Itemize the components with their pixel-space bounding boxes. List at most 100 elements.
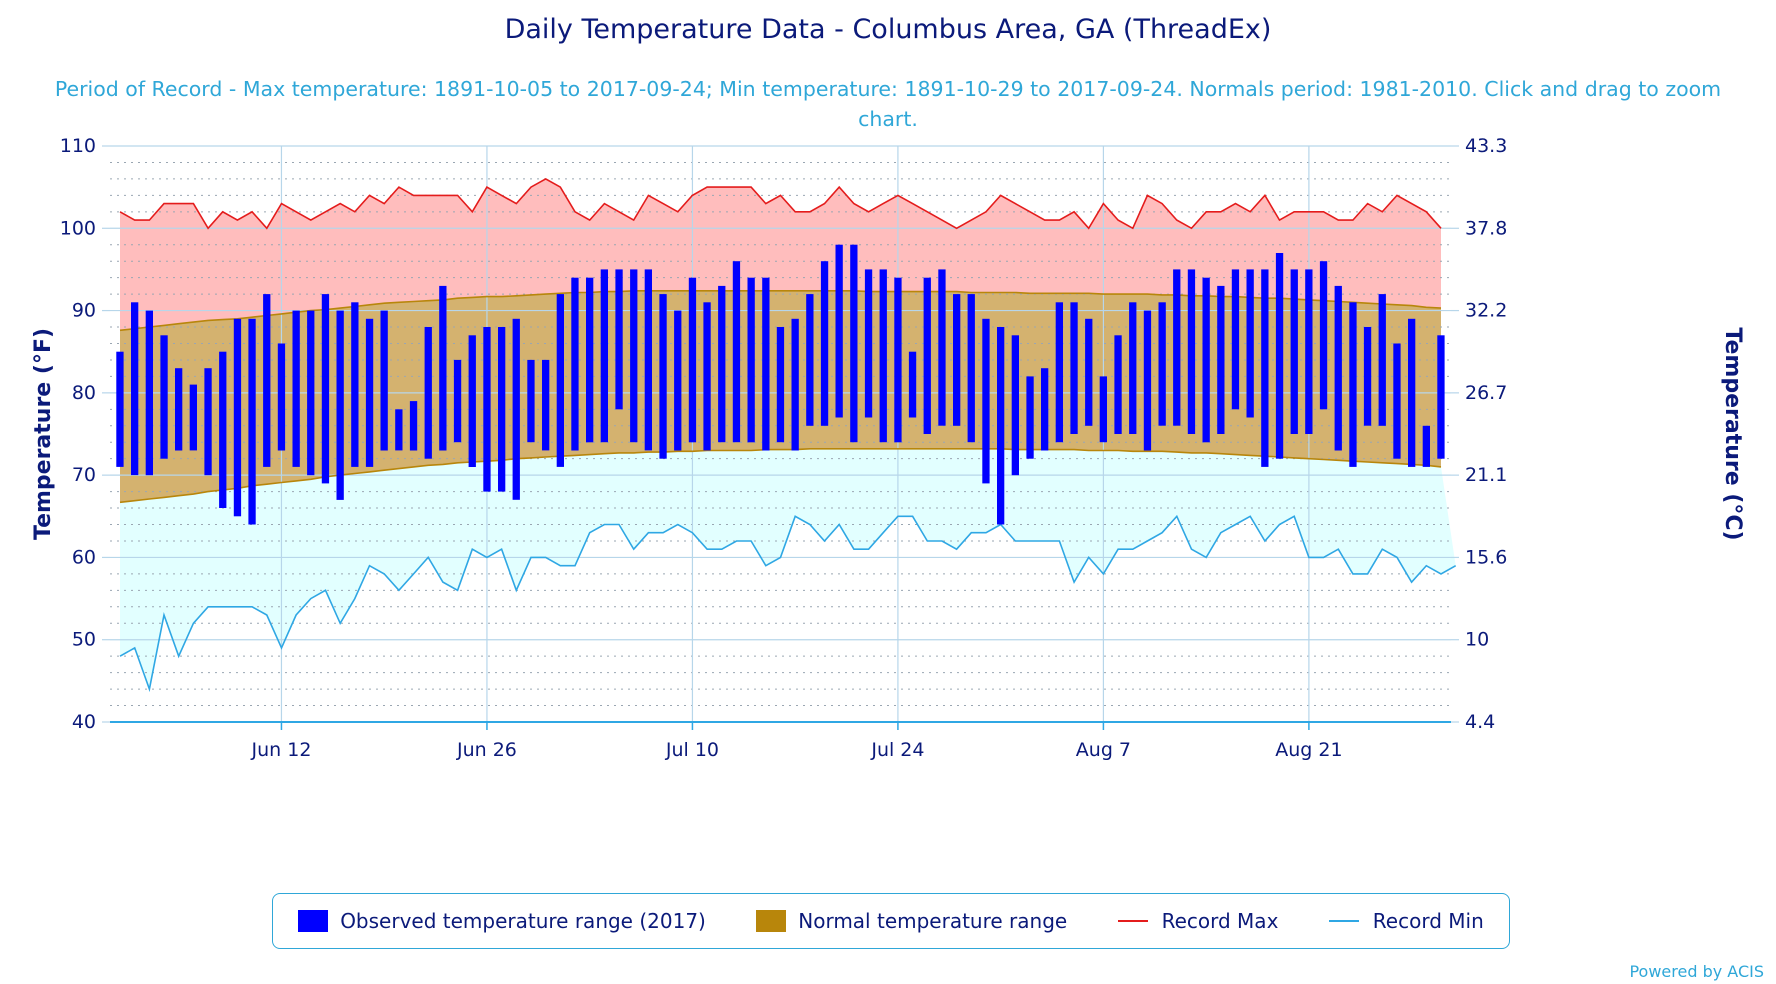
y-tick-label-left: 60 xyxy=(72,546,96,568)
axes: 40 4.4 50 10 60 15.6 70 21.1 80 26.7 90 32.2 100 37.8… xyxy=(60,135,1508,761)
observed-bar xyxy=(1202,277,1210,443)
observed-bar xyxy=(145,310,153,476)
observed-bar xyxy=(894,277,902,443)
observed-bar xyxy=(160,335,168,459)
x-tick-label: Aug 7 xyxy=(1076,739,1131,761)
x-tick-label: Jul 10 xyxy=(665,739,719,761)
observed-bar xyxy=(1099,376,1107,443)
observed-bar xyxy=(630,269,638,443)
legend-item-record-max[interactable]: Record Max xyxy=(1117,909,1278,933)
observed-bar xyxy=(365,318,374,467)
x-tick-label: Aug 21 xyxy=(1275,739,1342,761)
record-max-line xyxy=(119,177,1442,230)
observed-bar xyxy=(1158,302,1166,426)
observed-bar xyxy=(380,310,388,451)
observed-bar xyxy=(542,359,550,451)
observed-bar xyxy=(248,318,256,525)
legend-swatch-observed xyxy=(298,910,329,932)
observed-bar xyxy=(820,261,829,426)
observed-bar xyxy=(923,277,931,434)
y-tick-label-right: 43.3 xyxy=(1465,135,1507,157)
observed-bar xyxy=(850,244,858,443)
observed-bar xyxy=(351,302,359,467)
observed-bar xyxy=(263,294,271,467)
observed-bar xyxy=(1231,269,1240,410)
chart-legend: Observed temperature range (2017) Normal… xyxy=(272,893,1510,949)
observed-bar xyxy=(864,269,873,418)
y-tick-label-left: 70 xyxy=(72,464,96,486)
observed-bar xyxy=(1363,327,1372,426)
observed-bar xyxy=(468,335,476,467)
legend-line-record-max xyxy=(1117,920,1148,922)
chart-subtitle: Period of Record - Max temperature: 1891… xyxy=(54,77,1722,131)
observed-bar xyxy=(1275,253,1284,459)
x-tick-label: Jun 12 xyxy=(251,739,312,761)
observed-bar xyxy=(747,277,755,443)
observed-bar xyxy=(967,294,975,443)
observed-bar xyxy=(571,277,579,451)
legend-item-normal[interactable]: Normal temperature range xyxy=(756,909,1067,933)
observed-bar xyxy=(718,285,726,443)
record-min-line xyxy=(119,514,1457,693)
observed-bar xyxy=(439,285,447,451)
observed-bar xyxy=(1143,310,1152,451)
y-tick-label-left: 80 xyxy=(72,382,96,404)
observed-bar xyxy=(512,318,520,500)
observed-bar xyxy=(175,368,183,451)
y-tick-label-left: 40 xyxy=(72,711,96,733)
observed-bar xyxy=(1378,294,1386,426)
y-tick-label-left: 110 xyxy=(60,135,96,157)
observed-bar xyxy=(644,269,652,451)
record-min-band xyxy=(120,448,1456,690)
observed-bar xyxy=(806,294,814,426)
observed-bar xyxy=(1422,425,1430,467)
observed-bar xyxy=(498,327,506,492)
observed-bar xyxy=(321,294,330,484)
observed-bar xyxy=(1290,269,1298,434)
y-axis-title-right: Temperature (°C) xyxy=(1720,327,1745,540)
observed-bar xyxy=(336,310,344,500)
y-tick-label-right: 32.2 xyxy=(1465,300,1507,322)
observed-bar xyxy=(395,409,403,451)
observed-bar xyxy=(1246,269,1254,418)
y-axis-title-left: Temperature (°F) xyxy=(31,328,56,540)
y-tick-label-right: 10 xyxy=(1465,629,1489,651)
observed-bar xyxy=(189,384,197,451)
powered-by-credit[interactable]: Powered by ACIS xyxy=(1629,962,1764,981)
observed-bar xyxy=(307,310,315,476)
observed-bar xyxy=(586,277,594,443)
y-tick-label-right: 15.6 xyxy=(1465,546,1507,568)
chart-title: Daily Temperature Data - Columbus Area, … xyxy=(504,14,1272,45)
legend-item-record-min[interactable]: Record Min xyxy=(1328,909,1484,933)
observed-bar xyxy=(1085,318,1093,426)
y-tick-label-left: 100 xyxy=(60,217,96,239)
observed-bar xyxy=(1114,335,1122,434)
y-tick-label-right: 21.1 xyxy=(1465,464,1507,486)
observed-bar xyxy=(424,327,432,459)
observed-bar xyxy=(659,294,667,459)
observed-bar xyxy=(219,351,227,508)
observed-bar xyxy=(483,327,491,492)
legend-label-observed: Observed temperature range (2017) xyxy=(340,909,706,933)
observed-bar xyxy=(233,318,242,517)
legend-item-observed[interactable]: Observed temperature range (2017) xyxy=(298,909,706,933)
observed-bar xyxy=(835,244,843,418)
observed-bar xyxy=(1173,269,1181,426)
observed-bar xyxy=(762,277,770,451)
observed-bar xyxy=(1319,261,1328,410)
legend-line-record-min xyxy=(1328,920,1359,922)
y-tick-label-left: 90 xyxy=(72,300,96,322)
legend-swatch-normal xyxy=(756,910,787,932)
observed-bar xyxy=(1026,376,1034,459)
observed-bar xyxy=(277,343,286,451)
observed-bar xyxy=(527,359,535,443)
observed-bar xyxy=(703,302,711,451)
observed-bars xyxy=(116,244,1445,525)
observed-bar xyxy=(953,294,961,426)
observed-bar xyxy=(879,269,887,443)
legend-label-record-min: Record Min xyxy=(1372,909,1484,933)
observed-bar xyxy=(1041,368,1049,451)
observed-bar xyxy=(938,269,946,426)
observed-bar xyxy=(600,269,608,443)
